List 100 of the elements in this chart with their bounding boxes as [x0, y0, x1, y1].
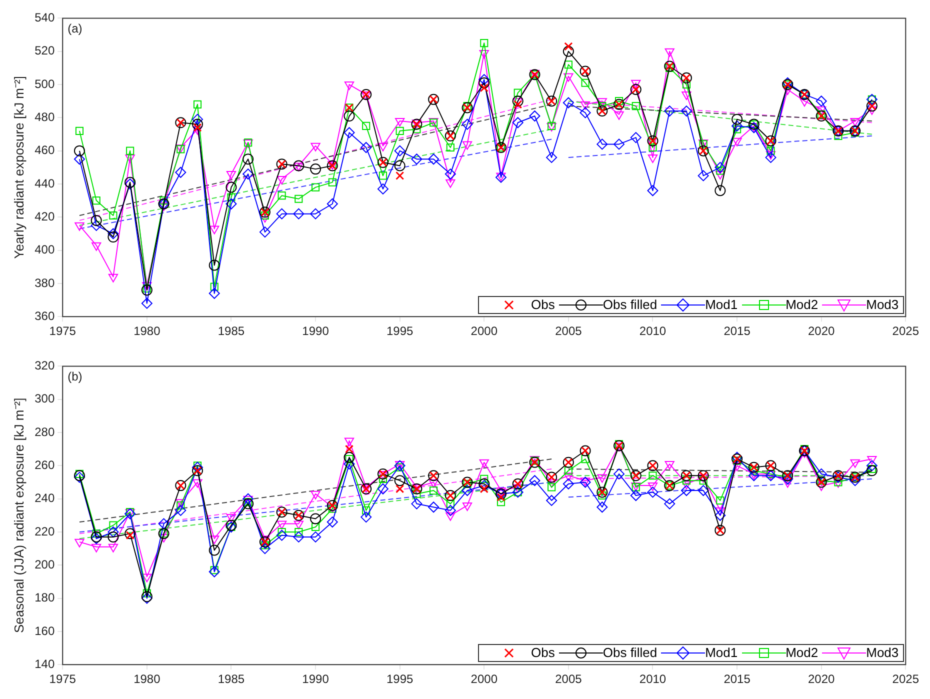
point: [276, 520, 287, 530]
point: [428, 154, 440, 165]
point: [598, 102, 606, 110]
point: [192, 118, 204, 130]
point: [362, 122, 370, 130]
point: [142, 589, 151, 598]
point: [479, 459, 489, 468]
x-tick-label: 2025: [892, 324, 920, 338]
point: [715, 507, 726, 516]
point: [192, 479, 202, 488]
x-tick-label: 1980: [134, 324, 161, 338]
point: [732, 138, 742, 146]
point: [648, 472, 657, 480]
point: [396, 126, 404, 135]
point: [243, 496, 253, 504]
point: [278, 192, 286, 200]
point: [310, 531, 322, 542]
point: [782, 473, 794, 484]
y-tick-label: 380: [34, 276, 55, 290]
x-tick-label: 1975: [49, 672, 76, 686]
point: [328, 178, 336, 186]
point: [126, 531, 134, 540]
x-tick-label: 2010: [639, 324, 666, 338]
point: [278, 528, 286, 536]
point: [142, 574, 152, 582]
x-tick-label: 2000: [470, 324, 498, 338]
x-tick-label: 2015: [724, 672, 751, 686]
point: [74, 154, 85, 165]
point: [446, 143, 454, 152]
point: [175, 166, 186, 178]
point: [92, 196, 100, 205]
point: [92, 530, 100, 538]
x-tick-label: 2025: [892, 672, 920, 686]
point: [529, 110, 540, 122]
annotation: (b): [68, 370, 82, 384]
point: [208, 566, 220, 578]
point: [698, 170, 709, 182]
y-tick-label: 160: [34, 624, 55, 638]
point: [562, 478, 574, 490]
point: [74, 145, 85, 156]
x-tick-label: 2015: [724, 324, 751, 338]
point: [480, 474, 488, 483]
legend-label: Mod2: [786, 296, 818, 312]
point: [210, 566, 218, 574]
point: [276, 530, 288, 541]
point: [699, 476, 708, 485]
point: [664, 461, 674, 470]
point: [92, 242, 102, 251]
point: [546, 152, 558, 163]
point: [597, 98, 607, 107]
y-tick-label: 240: [34, 491, 55, 506]
point: [141, 284, 152, 296]
point: [109, 211, 118, 220]
point: [293, 208, 304, 220]
point: [648, 143, 657, 152]
point: [446, 500, 454, 508]
point: [462, 118, 473, 130]
point: [193, 123, 202, 132]
point: [125, 154, 135, 163]
point: [378, 142, 388, 152]
point: [175, 504, 186, 516]
point: [732, 462, 742, 472]
point: [850, 475, 861, 486]
point: [564, 60, 572, 69]
point: [596, 138, 608, 150]
legend-label: Mod1: [705, 644, 738, 660]
point: [90, 214, 102, 226]
y-tick-label: 480: [34, 110, 55, 124]
point: [446, 179, 456, 188]
point: [479, 50, 489, 59]
point: [496, 498, 506, 506]
point: [664, 48, 674, 57]
point: [496, 492, 506, 502]
point: [396, 484, 404, 494]
point: [714, 510, 726, 521]
point: [208, 260, 220, 271]
x-tick-label: 2005: [555, 672, 582, 686]
point: [394, 145, 406, 156]
y-axis-title: Seasonal (JJA) radiant exposure [kJ m⁻²]: [11, 398, 26, 634]
point: [647, 486, 658, 498]
point: [311, 522, 320, 532]
point: [395, 118, 405, 126]
point: [782, 479, 792, 488]
point: [546, 494, 558, 506]
point: [326, 198, 338, 210]
legend-label: Mod2: [786, 644, 818, 660]
point: [227, 193, 236, 202]
point: [480, 84, 488, 92]
point: [614, 468, 625, 480]
x-tick-label: 1995: [386, 672, 414, 686]
point: [581, 455, 590, 464]
point: [259, 543, 270, 554]
point: [394, 475, 406, 486]
point: [276, 208, 288, 220]
point: [310, 513, 322, 524]
point: [344, 127, 355, 138]
point: [430, 486, 438, 495]
point: [242, 493, 254, 504]
point: [226, 182, 237, 193]
legend-label: Obs filled: [602, 644, 658, 660]
